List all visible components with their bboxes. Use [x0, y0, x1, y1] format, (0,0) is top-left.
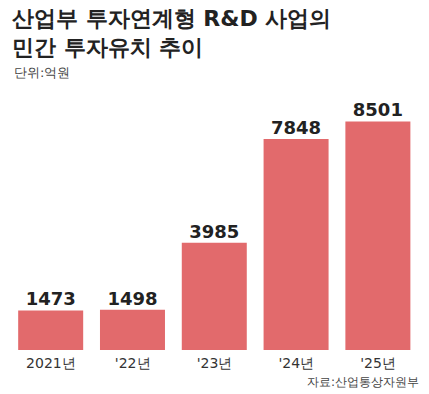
svg-text:7848: 7848	[271, 117, 321, 138]
html-text:산업부 투자연계형 R&D 사업의 민간 투자유치 추이: 산업부 투자연계형 R&D 사업의 민간 투자유치 추이	[12, 6, 332, 60]
svg-text:8501: 8501	[353, 99, 403, 120]
svg-text:'25년: '25년	[360, 355, 396, 371]
svg-text:1498: 1498	[107, 288, 157, 309]
svg-text:3985: 3985	[189, 221, 239, 242]
svg-text:2021년: 2021년	[26, 355, 76, 371]
html-text:자료:산업통상자원부: 자료:산업통상자원부	[307, 375, 419, 389]
svg-text:'24년: '24년	[278, 355, 314, 371]
svg-text:'22년: '22년	[115, 355, 151, 371]
svg-text:1473: 1473	[26, 288, 76, 309]
svg-text:'23년: '23년	[197, 355, 233, 371]
html-text:단위:억원: 단위:억원	[14, 65, 71, 80]
